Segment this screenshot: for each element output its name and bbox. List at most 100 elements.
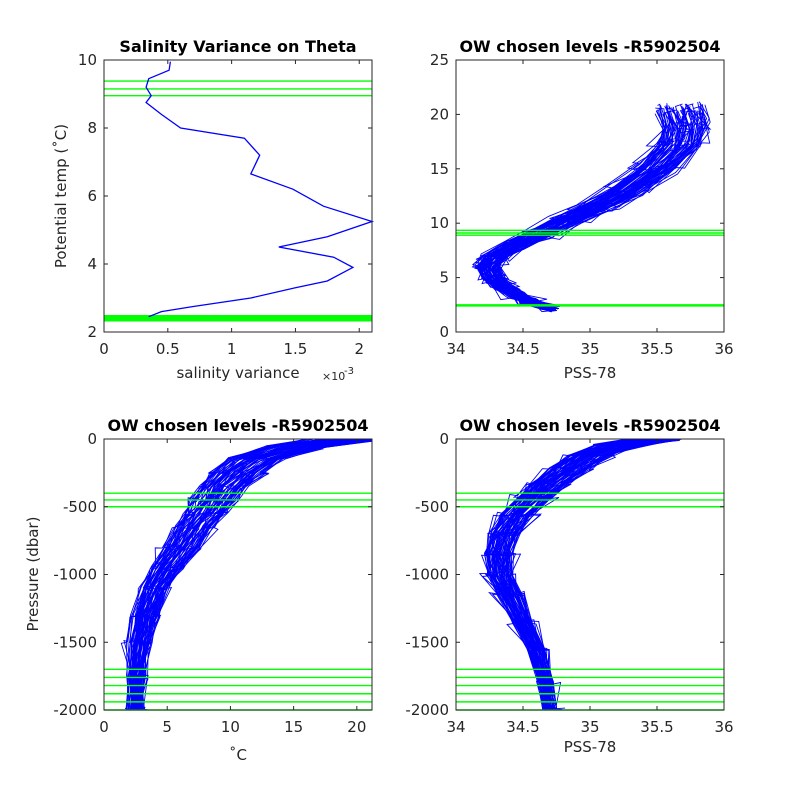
y-tick-label: -1000 bbox=[405, 566, 449, 584]
profile-line bbox=[496, 112, 710, 311]
y-tick-label: 5 bbox=[439, 269, 449, 287]
x-tick-label: 34 bbox=[446, 718, 465, 736]
profile-lines bbox=[478, 439, 683, 710]
profile-line bbox=[506, 439, 666, 710]
profile-line bbox=[495, 439, 661, 710]
axis-ticks: 34 34.5 35 35.5 36 0 5 10 15 20 25 bbox=[430, 51, 734, 358]
panel-salinity-pressure: 34 34.5 35 35.5 36 0 -500 -1000 -1500 -2000 OW ch… bbox=[405, 416, 733, 756]
x-tick-label: 15 bbox=[284, 718, 303, 736]
x-axis-label: PSS-78 bbox=[564, 738, 617, 756]
x-tick-label: 34.5 bbox=[506, 340, 539, 358]
plot-frame bbox=[103, 59, 373, 333]
axis-ticks: 34 34.5 35 35.5 36 0 -500 -1000 -1500 -2000 bbox=[405, 430, 733, 736]
axis-ticks: 0 5 10 15 20 0 -500 -1000 -1500 -2000 bbox=[53, 430, 372, 736]
y-tick-label: 8 bbox=[87, 119, 97, 137]
x-tick-label: 36 bbox=[714, 718, 733, 736]
profile-lines bbox=[471, 101, 712, 313]
chart-title: OW chosen levels -R5902504 bbox=[107, 416, 368, 435]
x-tick-label: 1.5 bbox=[283, 340, 307, 358]
profile-line bbox=[493, 439, 647, 710]
y-tick-label: 0 bbox=[439, 430, 449, 448]
y-tick-label: 10 bbox=[78, 51, 97, 69]
profile-line bbox=[497, 439, 653, 710]
profile-line bbox=[493, 113, 694, 309]
profile-line bbox=[501, 439, 675, 710]
y-tick-label: 0 bbox=[87, 430, 97, 448]
x-tick-label: 35 bbox=[580, 340, 599, 358]
x-axis-label: ˚C bbox=[229, 746, 247, 764]
y-tick-label: -1500 bbox=[53, 633, 97, 651]
series-lines bbox=[145, 61, 375, 318]
profile-line bbox=[126, 439, 308, 710]
profile-line bbox=[494, 439, 655, 710]
profile-line bbox=[505, 440, 675, 709]
panel-temperature-pressure: 0 5 10 15 20 0 -500 -1000 -1500 -2000 OW chosen l… bbox=[24, 416, 373, 764]
chart-title: Salinity Variance on Theta bbox=[119, 37, 356, 56]
profile-line bbox=[134, 439, 361, 710]
y-axis-label: Potential temp (˚C) bbox=[52, 124, 70, 268]
profile-line bbox=[138, 439, 370, 710]
x-tick-label: 20 bbox=[347, 718, 366, 736]
panel-theta-salinity: 34 34.5 35 35.5 36 0 5 10 15 20 25 OW chosen level… bbox=[430, 37, 734, 382]
y-tick-label: -2000 bbox=[405, 701, 449, 719]
profile-line bbox=[507, 439, 678, 710]
y-tick-label: 6 bbox=[87, 187, 97, 205]
x-tick-label: 10 bbox=[221, 718, 240, 736]
profile-line bbox=[510, 439, 680, 710]
y-tick-label: 15 bbox=[430, 160, 449, 178]
x-tick-label: 35 bbox=[580, 718, 599, 736]
y-tick-label: -1500 bbox=[405, 633, 449, 651]
profile-line bbox=[505, 439, 670, 710]
y-tick-label: -1000 bbox=[53, 566, 97, 584]
x-axis-exponent-power: -3 bbox=[344, 366, 354, 377]
x-axis-label: PSS-78 bbox=[564, 364, 617, 382]
y-tick-label: 0 bbox=[439, 323, 449, 341]
profile-line bbox=[478, 107, 681, 310]
x-tick-label: 0 bbox=[99, 718, 109, 736]
y-tick-label: 4 bbox=[87, 255, 97, 273]
profile-line bbox=[500, 439, 663, 710]
profile-line bbox=[137, 440, 369, 710]
y-tick-label: -500 bbox=[63, 498, 97, 516]
y-axis-label: Pressure (dbar) bbox=[24, 517, 42, 632]
profile-line bbox=[504, 439, 667, 710]
y-tick-label: 25 bbox=[430, 51, 449, 69]
x-tick-label: 5 bbox=[162, 718, 172, 736]
reference-lines bbox=[456, 229, 724, 307]
x-tick-label: 34 bbox=[446, 340, 465, 358]
profile-line bbox=[497, 439, 672, 710]
profile-line bbox=[132, 439, 343, 710]
profile-line bbox=[127, 439, 313, 710]
x-tick-label: 35.5 bbox=[640, 340, 673, 358]
profile-line bbox=[510, 439, 671, 710]
x-axis-label: salinity variance bbox=[176, 364, 299, 382]
profiles-group bbox=[120, 439, 372, 710]
profile-line bbox=[133, 439, 346, 710]
x-axis-exponent-base: ×10 bbox=[322, 370, 345, 383]
profiles-group bbox=[471, 101, 712, 313]
profile-line bbox=[134, 439, 360, 710]
profile-line bbox=[497, 439, 677, 710]
reference-lines bbox=[456, 492, 724, 711]
profile-line bbox=[476, 108, 666, 311]
profile-line bbox=[496, 439, 659, 710]
profile-line bbox=[497, 439, 657, 710]
x-tick-label: 35.5 bbox=[640, 718, 673, 736]
reference-lines bbox=[104, 80, 372, 322]
axis-ticks: 0 0.5 1 1.5 2 2 4 6 8 10 bbox=[78, 51, 372, 358]
profile-line bbox=[130, 439, 331, 710]
panel-salinity-variance: 0 0.5 1 1.5 2 2 4 6 8 10 Salinity Variance on The… bbox=[52, 37, 375, 383]
variance-series-line bbox=[145, 61, 375, 318]
y-tick-label: 10 bbox=[430, 214, 449, 232]
y-tick-label: -2000 bbox=[53, 701, 97, 719]
x-tick-label: 36 bbox=[714, 340, 733, 358]
y-tick-label: -500 bbox=[415, 498, 449, 516]
profile-lines bbox=[120, 439, 372, 710]
profile-line bbox=[498, 439, 655, 709]
profile-line bbox=[501, 439, 655, 710]
x-tick-label: 2 bbox=[354, 340, 364, 358]
x-tick-label: 1 bbox=[227, 340, 237, 358]
x-tick-label: 34.5 bbox=[506, 718, 539, 736]
y-tick-label: 2 bbox=[87, 323, 97, 341]
